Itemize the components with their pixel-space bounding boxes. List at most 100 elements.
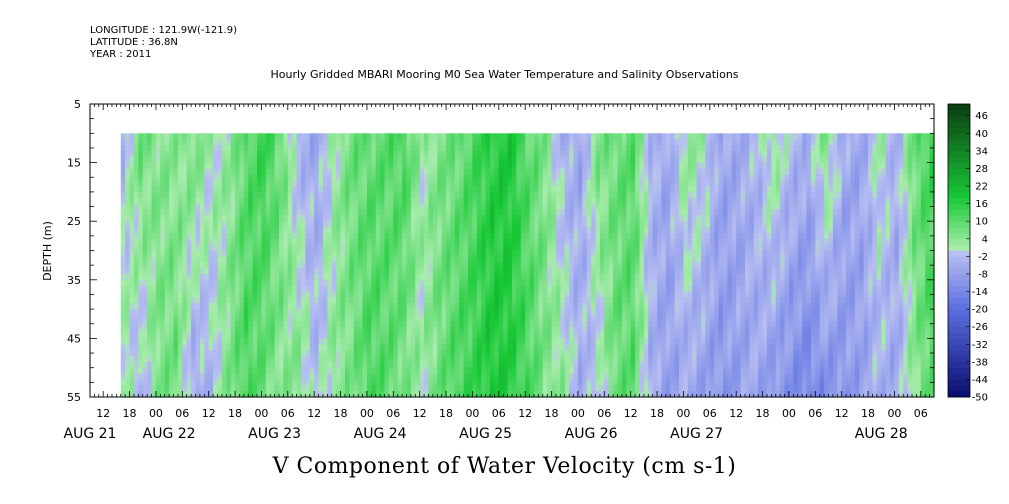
heatmap-cell (191, 273, 197, 281)
heatmap-cell (397, 350, 403, 357)
heatmap-cell (538, 150, 544, 158)
heatmap-cell (177, 221, 183, 228)
heatmap-cell (248, 244, 254, 252)
heatmap-cell (199, 320, 205, 328)
heatmap-cell (169, 303, 175, 310)
heatmap-cell (542, 355, 548, 363)
heatmap-cell (375, 285, 381, 293)
heatmap-cell (472, 133, 478, 140)
heatmap-cell (371, 268, 377, 275)
heatmap-cell (490, 133, 496, 140)
heatmap-cell (177, 320, 183, 328)
heatmap-cell (208, 320, 214, 328)
heatmap-cell (292, 350, 298, 357)
heatmap-cell (410, 232, 416, 240)
heatmap-cell (366, 145, 372, 152)
heatmap-cell (393, 273, 399, 281)
heatmap-cell (327, 232, 333, 240)
heatmap-cell (463, 355, 469, 363)
heatmap-cell (371, 227, 377, 234)
heatmap-cell (424, 133, 430, 140)
heatmap-cell (410, 186, 416, 193)
heatmap-cell (366, 332, 372, 339)
heatmap-cell (318, 262, 324, 269)
heatmap-cell (410, 344, 416, 351)
heatmap-cell (125, 273, 131, 281)
heatmap-cell (485, 273, 491, 281)
heatmap-cell (301, 238, 306, 246)
heatmap-cell (213, 309, 219, 316)
latitude-label: LATITUDE : 36.8N (90, 37, 178, 48)
heatmap-cell (265, 215, 271, 222)
heatmap-cell (397, 326, 403, 334)
heatmap-cell (340, 238, 346, 246)
heatmap-cell (182, 350, 188, 357)
heatmap-cell (498, 320, 504, 328)
heatmap-cell (538, 291, 544, 298)
heatmap-cell (151, 344, 157, 351)
heatmap-cell (177, 197, 183, 205)
heatmap-cell (542, 262, 548, 269)
heatmap-cell (428, 391, 434, 398)
heatmap-cell (410, 320, 416, 328)
heatmap-cell (582, 367, 588, 375)
heatmap-cell (432, 320, 438, 328)
heatmap-cell (322, 268, 328, 275)
heatmap-cell (235, 373, 241, 381)
heatmap-cell (516, 232, 522, 240)
heatmap-cell (520, 162, 526, 170)
heatmap-cell (336, 326, 342, 334)
heatmap-cell (151, 285, 157, 293)
heatmap-cell (177, 391, 183, 398)
heatmap-cell (239, 256, 245, 263)
heatmap-cell (516, 373, 522, 381)
heatmap-cell (380, 139, 386, 146)
heatmap-cell (191, 191, 197, 199)
heatmap-cell (380, 344, 386, 351)
heatmap-cell (371, 174, 377, 181)
heatmap-cell (287, 379, 293, 386)
heatmap-cell (327, 291, 333, 298)
heatmap-cell (344, 238, 350, 246)
heatmap-cell (235, 314, 241, 322)
heatmap-cell (213, 344, 219, 351)
heatmap-cell (243, 197, 249, 205)
heatmap-cell (160, 168, 166, 175)
heatmap-cell (573, 314, 579, 322)
heatmap-cell (221, 291, 227, 298)
heatmap-cell (468, 215, 474, 222)
heatmap-cell (177, 150, 183, 158)
heatmap-cell (309, 262, 315, 269)
heatmap-cell (279, 285, 285, 293)
heatmap-cell (393, 303, 399, 310)
heatmap-cell (542, 145, 548, 152)
heatmap-cell (287, 256, 293, 263)
heatmap-cell (340, 355, 346, 363)
heatmap-cell (230, 285, 236, 293)
heatmap-cell (476, 256, 482, 263)
heatmap-cell (582, 279, 588, 287)
heatmap-cell (525, 391, 531, 398)
heatmap-cell (217, 203, 223, 211)
heatmap-cell (138, 268, 144, 275)
heatmap-cell (279, 186, 285, 193)
heatmap-cell (283, 379, 289, 386)
heatmap-cell (441, 279, 447, 287)
heatmap-cell (560, 209, 566, 216)
heatmap-cell (191, 309, 197, 316)
heatmap-cell (305, 150, 311, 158)
heatmap-cell (283, 180, 289, 187)
heatmap-cell (388, 391, 394, 398)
heatmap-cell (257, 291, 263, 298)
heatmap-cell (432, 344, 438, 351)
heatmap-cell (133, 133, 139, 140)
heatmap-cell (265, 221, 271, 228)
heatmap-cell (344, 150, 350, 158)
heatmap-cell (208, 291, 214, 298)
heatmap-cell (384, 320, 390, 328)
heatmap-cell (512, 250, 517, 257)
heatmap-cell (599, 355, 605, 363)
heatmap-cell (151, 273, 157, 281)
heatmap-cell (555, 238, 561, 246)
heatmap-cell (388, 232, 394, 240)
